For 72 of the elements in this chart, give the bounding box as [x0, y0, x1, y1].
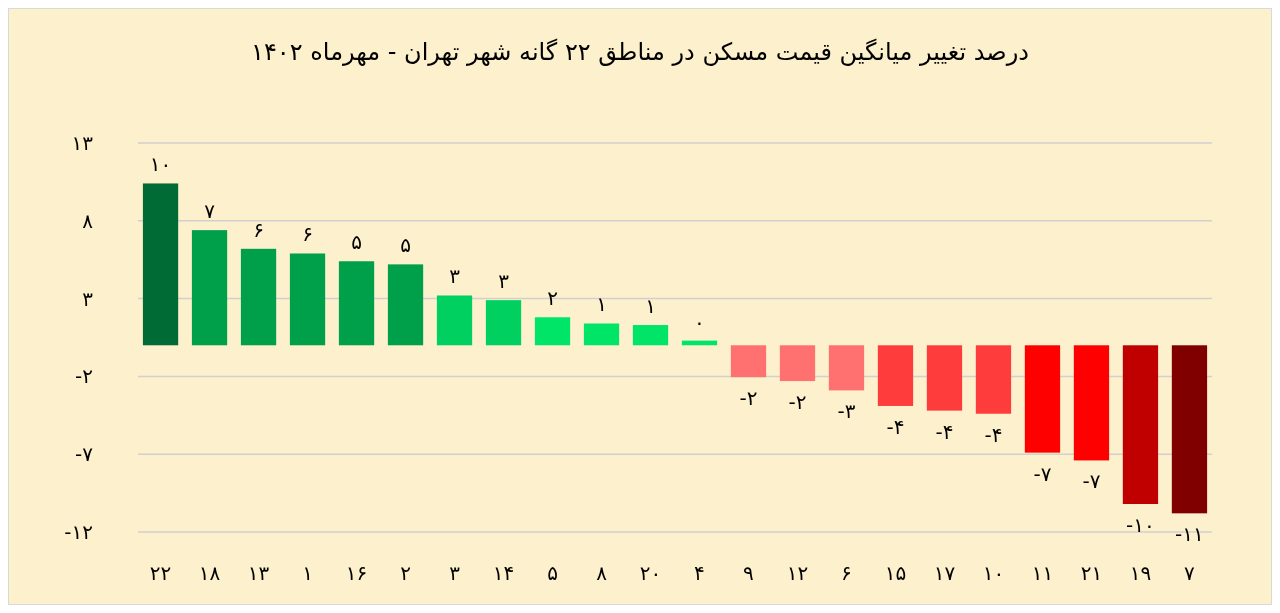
data-label: ۱۰ [149, 152, 172, 177]
bar [142, 183, 179, 346]
x-tick-label: ۱۵ [884, 561, 907, 585]
bar [191, 230, 228, 346]
x-tick-label: ۶ [841, 561, 852, 585]
data-label: ۵ [400, 233, 411, 258]
data-label: -۴ [935, 419, 954, 444]
data-label: -۲ [739, 386, 758, 411]
bar [632, 325, 669, 346]
y-tick-label: ۳ [82, 286, 94, 311]
data-label: ۶ [302, 222, 313, 247]
x-tick-label: ۷ [1184, 561, 1196, 585]
x-tick-label: ۱۱ [1031, 561, 1054, 585]
data-label: ۷ [204, 199, 216, 224]
y-tick-label: -۱۲ [64, 520, 93, 544]
x-tick-label: ۹ [743, 561, 754, 585]
x-tick-label: ۱ [302, 561, 313, 585]
bar [1024, 345, 1061, 453]
x-tick-label: ۲۰ [639, 561, 662, 585]
bar [387, 264, 424, 346]
y-tick-label: ۱۳ [71, 131, 94, 155]
bar [436, 295, 473, 346]
bar [583, 323, 620, 346]
data-label: ۰ [694, 309, 705, 334]
y-tick-label: -۷ [75, 442, 94, 467]
bar [779, 345, 816, 382]
bar [289, 253, 326, 346]
data-label: -۴ [886, 414, 905, 439]
bar [1122, 345, 1159, 504]
data-label: ۲ [547, 286, 558, 311]
bar [485, 300, 522, 346]
bar [975, 345, 1012, 414]
y-tick-label: -۲ [75, 364, 93, 389]
bar [240, 248, 277, 346]
x-tick-label: ۳ [449, 561, 461, 585]
x-tick-label: ۱۴ [492, 561, 515, 585]
x-tick-label: ۱۶ [345, 561, 368, 585]
x-tick-label: ۲۱ [1080, 561, 1103, 585]
chart-title: درصد تغییر میانگین قیمت مسکن در مناطق ۲۲ گانه شهر تهران - مهرماه ۱۴۰۲ [251, 38, 1029, 66]
data-label: ۳ [449, 264, 461, 289]
data-label: ۳ [498, 269, 510, 294]
bar [1073, 345, 1110, 461]
x-tick-label: ۸ [596, 561, 608, 585]
x-tick-label: ۴ [694, 561, 705, 585]
data-label: ۱ [645, 294, 656, 319]
data-label: -۷ [1033, 461, 1052, 486]
x-tick-label: ۱۰ [982, 561, 1005, 585]
data-label: ۶ [253, 217, 264, 242]
x-tick-label: ۱۳ [247, 561, 270, 585]
bar [828, 345, 865, 391]
data-label: -۱۰ [1126, 512, 1155, 537]
data-label: -۲ [788, 390, 807, 415]
x-tick-label: ۱۹ [1129, 561, 1152, 585]
x-tick-label: ۲ [400, 561, 411, 585]
data-label: -۴ [984, 422, 1003, 447]
bar [1171, 345, 1208, 514]
data-label: -۱۱ [1175, 522, 1204, 547]
data-label: ۱ [596, 292, 607, 317]
y-tick-label: ۸ [82, 208, 94, 233]
x-tick-label: ۵ [547, 561, 558, 585]
x-tick-label: ۲۲ [149, 561, 172, 585]
data-label: ۵ [351, 230, 362, 255]
bar [534, 317, 571, 346]
bar [877, 345, 914, 406]
data-label: -۳ [837, 399, 856, 424]
x-tick-label: ۱۲ [786, 561, 809, 585]
bar [730, 345, 767, 378]
bar [926, 345, 963, 411]
data-label: -۷ [1082, 469, 1101, 494]
x-tick-label: ۱۸ [198, 561, 221, 585]
bar [338, 261, 375, 346]
x-tick-label: ۱۷ [933, 561, 956, 585]
